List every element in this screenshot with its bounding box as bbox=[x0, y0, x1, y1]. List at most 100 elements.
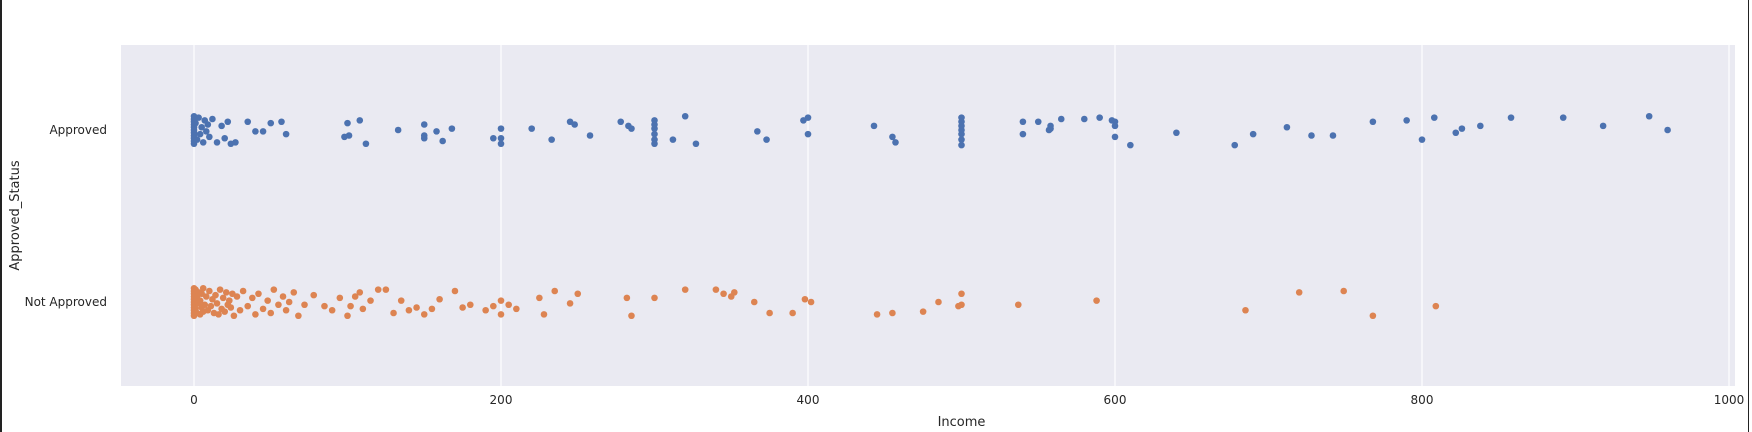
data-point bbox=[230, 312, 238, 320]
data-point bbox=[259, 128, 267, 135]
data-point bbox=[801, 295, 809, 303]
data-point bbox=[270, 286, 278, 293]
data-point bbox=[221, 134, 228, 142]
data-point bbox=[889, 309, 896, 317]
data-point bbox=[958, 301, 965, 309]
data-point bbox=[336, 294, 344, 302]
data-point bbox=[278, 118, 285, 126]
data-point bbox=[628, 125, 635, 132]
data-point bbox=[1127, 141, 1134, 149]
data-point bbox=[344, 312, 351, 320]
data-point bbox=[574, 290, 582, 298]
data-point bbox=[267, 119, 275, 127]
data-point bbox=[958, 114, 965, 121]
data-point bbox=[202, 128, 210, 135]
data-point bbox=[497, 311, 505, 318]
data-point bbox=[1057, 115, 1065, 123]
data-point bbox=[218, 122, 225, 130]
data-point bbox=[1308, 132, 1315, 139]
data-point bbox=[467, 301, 474, 309]
data-point bbox=[935, 298, 942, 306]
data-point bbox=[267, 309, 275, 317]
data-point bbox=[1111, 133, 1119, 141]
data-point bbox=[1096, 114, 1103, 121]
data-point bbox=[252, 311, 259, 318]
data-point bbox=[1369, 118, 1377, 126]
data-point bbox=[548, 136, 555, 143]
data-point bbox=[347, 302, 354, 310]
data-point bbox=[209, 115, 216, 123]
data-point bbox=[216, 286, 224, 293]
data-point bbox=[566, 300, 574, 307]
data-point bbox=[807, 298, 815, 306]
data-point bbox=[1599, 122, 1607, 130]
data-point bbox=[571, 121, 578, 128]
data-point bbox=[224, 118, 232, 126]
data-point bbox=[239, 287, 247, 295]
data-point bbox=[321, 302, 328, 310]
data-point bbox=[804, 130, 812, 138]
data-point bbox=[226, 297, 233, 304]
data-point bbox=[1283, 123, 1291, 131]
data-point bbox=[362, 140, 370, 148]
data-point bbox=[382, 286, 390, 293]
data-point bbox=[1295, 289, 1303, 296]
data-point bbox=[275, 301, 282, 309]
data-point bbox=[1430, 114, 1438, 121]
window-border-right bbox=[1748, 0, 1749, 432]
data-point bbox=[206, 287, 213, 295]
data-point bbox=[413, 304, 420, 311]
data-point bbox=[804, 114, 812, 121]
data-point bbox=[1452, 129, 1460, 137]
data-point bbox=[766, 309, 773, 317]
data-point bbox=[221, 308, 228, 315]
data-point bbox=[1019, 130, 1027, 138]
data-point bbox=[1477, 122, 1484, 130]
data-point bbox=[222, 289, 230, 296]
data-point bbox=[889, 133, 896, 141]
data-point bbox=[1418, 136, 1426, 143]
data-point bbox=[497, 125, 505, 132]
data-point bbox=[628, 312, 635, 320]
data-point bbox=[763, 136, 770, 143]
data-point bbox=[212, 291, 219, 299]
data-point bbox=[1369, 312, 1377, 320]
data-point bbox=[681, 286, 689, 293]
data-point bbox=[213, 300, 221, 307]
data-point bbox=[285, 298, 293, 306]
data-point bbox=[651, 136, 658, 143]
data-point bbox=[279, 293, 287, 300]
data-point bbox=[1507, 114, 1515, 121]
x-tick-label: 1000 bbox=[1714, 393, 1745, 407]
data-point bbox=[236, 306, 244, 314]
data-point bbox=[958, 141, 965, 149]
data-point bbox=[244, 118, 252, 126]
data-point bbox=[420, 121, 428, 128]
data-point bbox=[892, 139, 899, 146]
data-point bbox=[1329, 132, 1337, 139]
data-point bbox=[255, 290, 262, 298]
data-point bbox=[651, 117, 658, 124]
data-point bbox=[551, 287, 559, 295]
data-point bbox=[586, 132, 594, 139]
data-point bbox=[215, 311, 222, 318]
y-tick-labels: Approved Not Approved bbox=[25, 123, 107, 309]
x-axis-label: Income bbox=[938, 415, 986, 430]
y-tick-label: Not Approved bbox=[25, 295, 107, 309]
data-point bbox=[367, 297, 374, 304]
data-point bbox=[227, 304, 235, 311]
data-point bbox=[1034, 118, 1042, 126]
data-point bbox=[1645, 112, 1653, 120]
data-point bbox=[405, 306, 413, 314]
data-point bbox=[264, 297, 271, 304]
data-point bbox=[482, 306, 489, 314]
data-point bbox=[1014, 301, 1022, 309]
data-point bbox=[249, 294, 256, 302]
data-point bbox=[617, 118, 625, 126]
x-tick-label: 0 bbox=[190, 393, 198, 407]
data-point bbox=[712, 286, 720, 293]
data-point bbox=[201, 301, 209, 309]
data-point bbox=[232, 139, 239, 146]
data-point bbox=[536, 294, 543, 302]
